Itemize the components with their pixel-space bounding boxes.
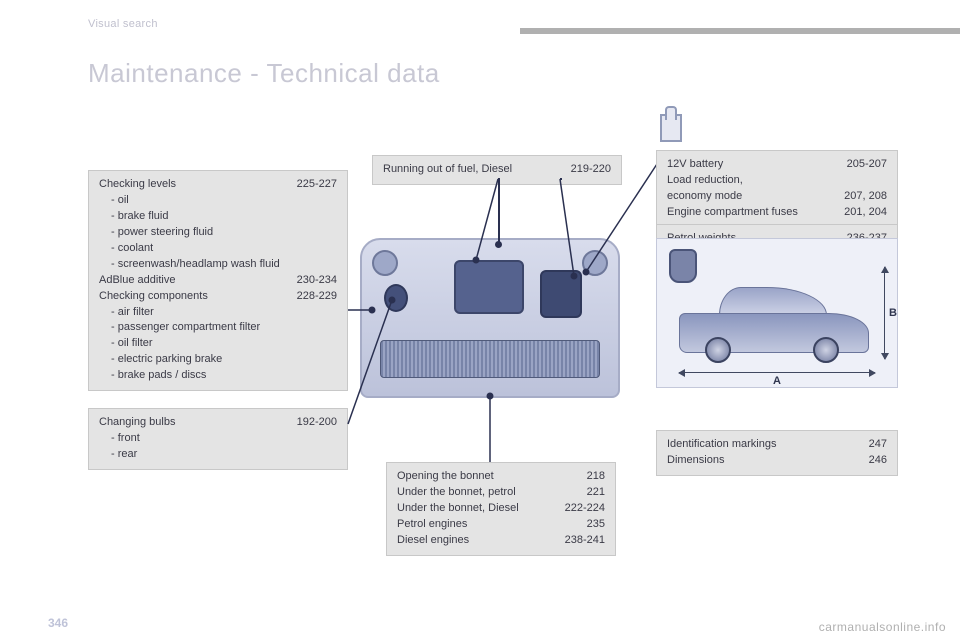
callout-line [498, 178, 500, 244]
bonnet-r2-pages: 221 [579, 485, 605, 501]
battery-r2b-label: economy mode [667, 189, 836, 205]
fuel-pages: 219-220 [563, 162, 611, 178]
ident-r2-label: Dimensions [667, 453, 861, 469]
box-changing-bulbs: Changing bulbs 192-200 front rear [88, 408, 348, 470]
bonnet-r1-pages: 218 [579, 469, 605, 485]
battery-r3-pages: 201, 204 [836, 205, 887, 221]
checking-item: screenwash/headlamp wash fluid [99, 257, 337, 273]
car-dimensions-diagram: A B [656, 238, 898, 388]
engine-diagram [360, 238, 620, 398]
engine-strut-icon [582, 250, 608, 276]
checking-item: power steering fluid [99, 225, 337, 241]
page-number: 346 [48, 616, 68, 630]
ident-r1-label: Identification markings [667, 437, 861, 453]
battery-r3-label: Engine compartment fuses [667, 205, 836, 221]
bulbs-item: rear [99, 447, 337, 463]
adblue-pages: 230-234 [289, 273, 337, 289]
bonnet-r4-pages: 235 [579, 517, 605, 533]
battery-r2a-label: Load reduction, [667, 174, 743, 186]
bonnet-r1-label: Opening the bonnet [397, 469, 579, 485]
components-label: Checking components [99, 289, 289, 305]
components-item: electric parking brake [99, 352, 337, 368]
components-item: passenger compartment filter [99, 320, 337, 336]
components-item: brake pads / discs [99, 368, 337, 384]
dimension-b-line [884, 267, 885, 359]
callout-dot [498, 178, 500, 180]
section-label: Visual search [88, 18, 158, 30]
bonnet-r4-label: Petrol engines [397, 517, 579, 533]
engine-strut-icon [372, 250, 398, 276]
checking-item: oil [99, 193, 337, 209]
battery-r2-pages: 207, 208 [836, 189, 887, 205]
battery-box-icon [540, 270, 582, 318]
checking-heading-pages: 225-227 [289, 177, 337, 193]
components-item: air filter [99, 305, 337, 321]
components-item: oil filter [99, 336, 337, 352]
fuel-label: Running out of fuel, Diesel [383, 162, 563, 178]
checking-item: coolant [99, 241, 337, 257]
callout-line [560, 178, 562, 180]
checking-item: brake fluid [99, 209, 337, 225]
header-divider [520, 28, 960, 34]
bonnet-r5-pages: 238-241 [557, 533, 605, 549]
bulbs-item: front [99, 431, 337, 447]
battery-r1-label: 12V battery [667, 157, 839, 173]
checking-heading: Checking levels [99, 177, 289, 193]
fluid-cap-icon [384, 284, 408, 312]
box-fuel: Running out of fuel, Diesel 219-220 [372, 155, 622, 185]
battery-r1-pages: 205-207 [839, 157, 887, 173]
watermark: carmanualsonline.info [819, 620, 946, 634]
bonnet-r2-label: Under the bonnet, petrol [397, 485, 579, 501]
box-identification: Identification markings247 Dimensions246 [656, 430, 898, 476]
wheel-icon [813, 337, 839, 363]
wheel-icon [705, 337, 731, 363]
box-bonnet: Opening the bonnet218 Under the bonnet, … [386, 462, 616, 556]
page-title: Maintenance - Technical data [88, 58, 440, 89]
dimension-b-label: B [889, 307, 897, 319]
components-pages: 228-229 [289, 289, 337, 305]
bonnet-r3-pages: 222-224 [557, 501, 605, 517]
bonnet-r3-label: Under the bonnet, Diesel [397, 501, 557, 517]
key-fob-icon [669, 249, 697, 283]
box-checking-levels: Checking levels 225-227 oil brake fluid … [88, 170, 348, 391]
dimension-a-line [679, 372, 875, 373]
dimension-a-label: A [773, 375, 781, 387]
ident-r2-pages: 246 [861, 453, 887, 469]
bulbs-pages: 192-200 [289, 415, 337, 431]
adblue-label: AdBlue additive [99, 273, 289, 289]
bonnet-r5-label: Diesel engines [397, 533, 557, 549]
engine-radiator-icon [380, 340, 600, 378]
box-battery: 12V battery205-207 Load reduction, econo… [656, 150, 898, 228]
bulbs-heading: Changing bulbs [99, 415, 289, 431]
fuse-icon [660, 114, 682, 142]
ident-r1-pages: 247 [861, 437, 887, 453]
car-roof-icon [719, 287, 827, 315]
engine-cover-icon [454, 260, 524, 314]
